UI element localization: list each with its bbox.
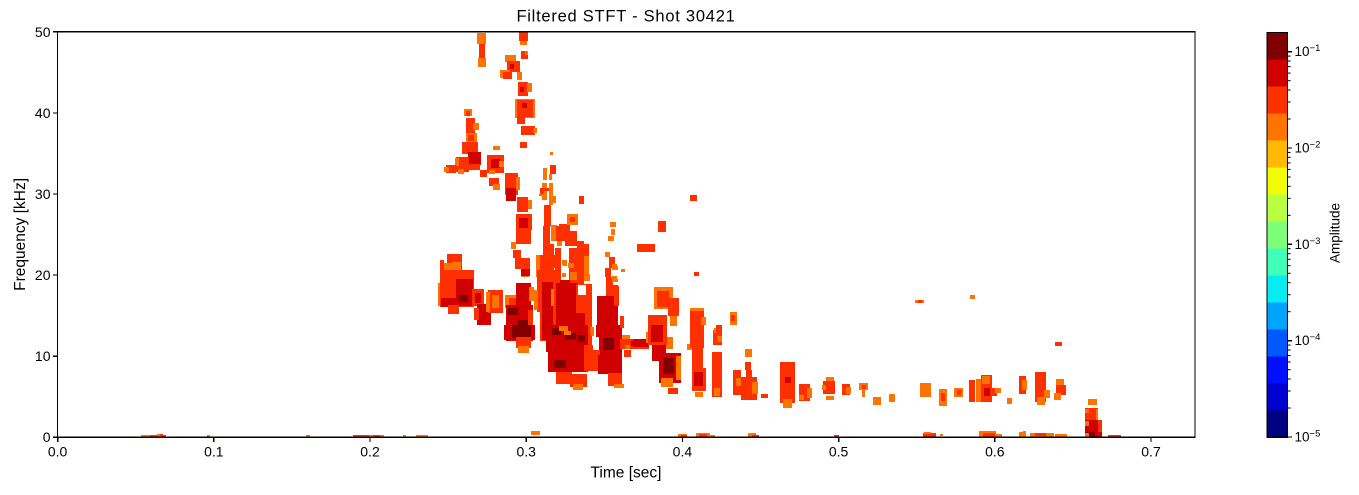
svg-text:0.5: 0.5 [829,444,849,460]
svg-text:40: 40 [35,105,51,121]
svg-text:10−5: 10−5 [1295,429,1321,445]
svg-text:0.1: 0.1 [204,444,224,460]
svg-text:0: 0 [43,429,51,445]
svg-text:0.7: 0.7 [1141,444,1161,460]
svg-text:10−3: 10−3 [1295,236,1321,252]
svg-text:30: 30 [35,186,51,202]
svg-text:10−4: 10−4 [1295,332,1321,348]
svg-text:0.4: 0.4 [673,444,693,460]
svg-text:10−2: 10−2 [1295,140,1321,156]
svg-text:Frequency [kHz]: Frequency [kHz] [12,178,29,291]
svg-text:Filtered STFT - Shot 30421: Filtered STFT - Shot 30421 [516,7,735,25]
svg-text:0.6: 0.6 [985,444,1005,460]
svg-text:Amplitude: Amplitude [1328,203,1343,263]
svg-text:20: 20 [35,267,51,283]
svg-text:0.3: 0.3 [516,444,536,460]
svg-text:0.0: 0.0 [48,444,68,460]
svg-text:10: 10 [35,348,51,364]
svg-text:10−1: 10−1 [1295,43,1321,59]
svg-text:Time [sec]: Time [sec] [591,464,662,481]
svg-text:50: 50 [35,24,51,40]
svg-text:0.2: 0.2 [360,444,380,460]
